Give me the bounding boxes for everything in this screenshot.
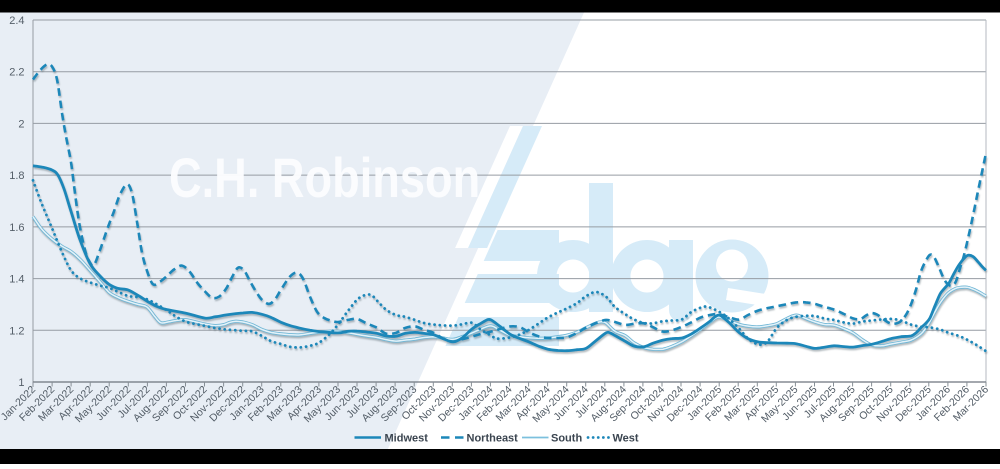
svg-text:2: 2 [18, 118, 24, 130]
svg-text:1.2: 1.2 [9, 325, 24, 337]
svg-text:1.4: 1.4 [9, 274, 24, 286]
svg-text:Northeast: Northeast [467, 433, 519, 445]
svg-text:1.8: 1.8 [9, 170, 24, 182]
svg-text:C.H. Robinson: C.H. Robinson [169, 146, 480, 209]
svg-text:South: South [551, 433, 582, 445]
svg-text:2.2: 2.2 [9, 67, 24, 79]
svg-text:1: 1 [18, 377, 24, 389]
svg-text:West: West [613, 433, 639, 445]
svg-text:1.6: 1.6 [9, 222, 24, 234]
svg-text:Midwest: Midwest [385, 433, 429, 445]
svg-text:2.4: 2.4 [9, 15, 24, 27]
